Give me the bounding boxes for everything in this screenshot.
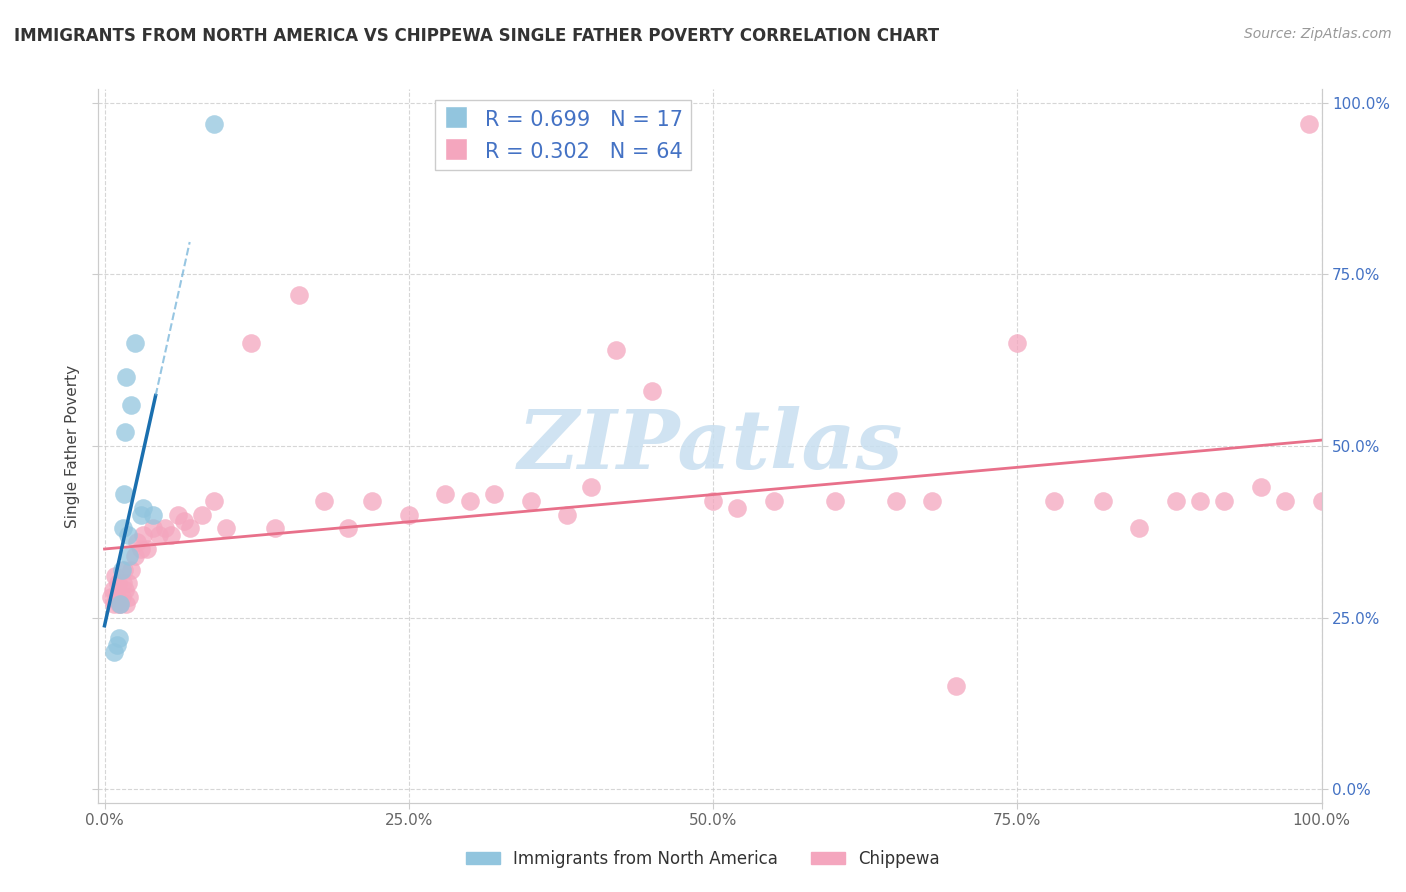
Point [115,370,138,384]
Point [124,336,146,351]
Point [101,583,124,598]
Point [191,508,214,522]
Point [215,521,238,535]
Point [107,576,129,591]
Point [105,638,128,652]
Point [1164,494,1187,508]
Point [117,576,139,591]
Point [264,521,287,535]
Point [100,590,122,604]
Point [288,288,311,302]
Point [1310,494,1333,508]
Point [111,576,134,591]
Text: Source: ZipAtlas.com: Source: ZipAtlas.com [1244,27,1392,41]
Point [118,590,141,604]
Point [120,562,142,576]
Point [945,679,967,693]
Point [114,583,136,598]
Point [118,549,141,563]
Point [104,569,127,583]
Point [111,521,134,535]
Point [115,597,138,611]
Point [129,541,152,556]
Point [142,508,165,522]
Point [239,336,262,351]
Point [1213,494,1236,508]
Point [179,521,201,535]
Point [702,494,724,508]
Point [120,398,142,412]
Point [105,590,128,604]
Point [112,487,135,501]
Point [202,494,225,508]
Point [824,494,846,508]
Point [641,384,664,398]
Y-axis label: Single Father Poverty: Single Father Poverty [65,365,80,527]
Point [117,528,139,542]
Point [725,500,748,515]
Point [1128,521,1150,535]
Legend: R = 0.699   N = 17, R = 0.302   N = 64: R = 0.699 N = 17, R = 0.302 N = 64 [434,100,692,170]
Point [482,487,505,501]
Point [1091,494,1114,508]
Point [398,508,420,522]
Point [155,521,177,535]
Point [312,494,335,508]
Point [458,494,481,508]
Point [127,535,149,549]
Point [110,590,132,604]
Point [1188,494,1211,508]
Point [1250,480,1272,494]
Point [148,528,170,542]
Point [605,343,627,357]
Point [142,521,165,535]
Point [1274,494,1296,508]
Point [519,494,541,508]
Point [921,494,943,508]
Point [110,597,132,611]
Point [166,508,188,522]
Point [555,508,578,522]
Point [173,515,195,529]
Point [336,521,359,535]
Point [581,480,603,494]
Point [1043,494,1066,508]
Point [1298,116,1320,130]
Point [762,494,785,508]
Text: IMMIGRANTS FROM NORTH AMERICA VS CHIPPEWA SINGLE FATHER POVERTY CORRELATION CHAR: IMMIGRANTS FROM NORTH AMERICA VS CHIPPEW… [14,27,939,45]
Text: ZIPatlas: ZIPatlas [517,406,903,486]
Point [112,562,135,576]
Point [108,597,131,611]
Point [132,528,155,542]
Legend: Immigrants from North America, Chippewa: Immigrants from North America, Chippewa [460,844,946,875]
Point [103,597,125,611]
Point [110,562,132,576]
Point [1007,336,1029,351]
Point [110,597,132,611]
Point [136,541,159,556]
Point [108,631,131,645]
Point [434,487,457,501]
Point [132,500,155,515]
Point [124,549,146,563]
Point [202,116,225,130]
Point [361,494,384,508]
Point [884,494,907,508]
Point [129,508,152,522]
Point [103,645,125,659]
Point [160,528,183,542]
Point [114,425,136,440]
